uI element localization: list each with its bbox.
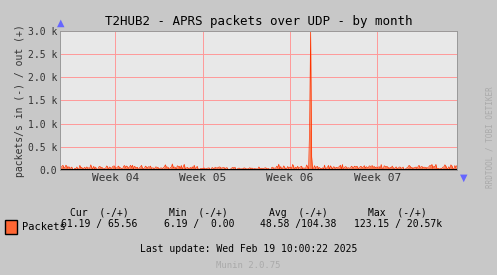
Text: ▼: ▼ (460, 173, 467, 183)
Text: 123.15 / 20.57k: 123.15 / 20.57k (353, 219, 442, 229)
Text: Packets: Packets (22, 222, 66, 232)
Text: 61.19 / 65.56: 61.19 / 65.56 (61, 219, 138, 229)
Text: 6.19 /  0.00: 6.19 / 0.00 (164, 219, 234, 229)
Title: T2HUB2 - APRS packets over UDP - by month: T2HUB2 - APRS packets over UDP - by mont… (105, 15, 412, 28)
Text: Last update: Wed Feb 19 10:00:22 2025: Last update: Wed Feb 19 10:00:22 2025 (140, 244, 357, 254)
Text: Avg  (-/+): Avg (-/+) (269, 208, 328, 218)
Text: RRDTOOL / TOBI OETIKER: RRDTOOL / TOBI OETIKER (486, 87, 495, 188)
Text: Max  (-/+): Max (-/+) (368, 208, 427, 218)
Text: ▲: ▲ (57, 18, 65, 28)
Text: Min  (-/+): Min (-/+) (169, 208, 228, 218)
Text: 48.58 /104.38: 48.58 /104.38 (260, 219, 336, 229)
Text: Munin 2.0.75: Munin 2.0.75 (216, 261, 281, 270)
Y-axis label: packets/s in (-) / out (+): packets/s in (-) / out (+) (15, 24, 25, 177)
Text: Cur  (-/+): Cur (-/+) (70, 208, 129, 218)
